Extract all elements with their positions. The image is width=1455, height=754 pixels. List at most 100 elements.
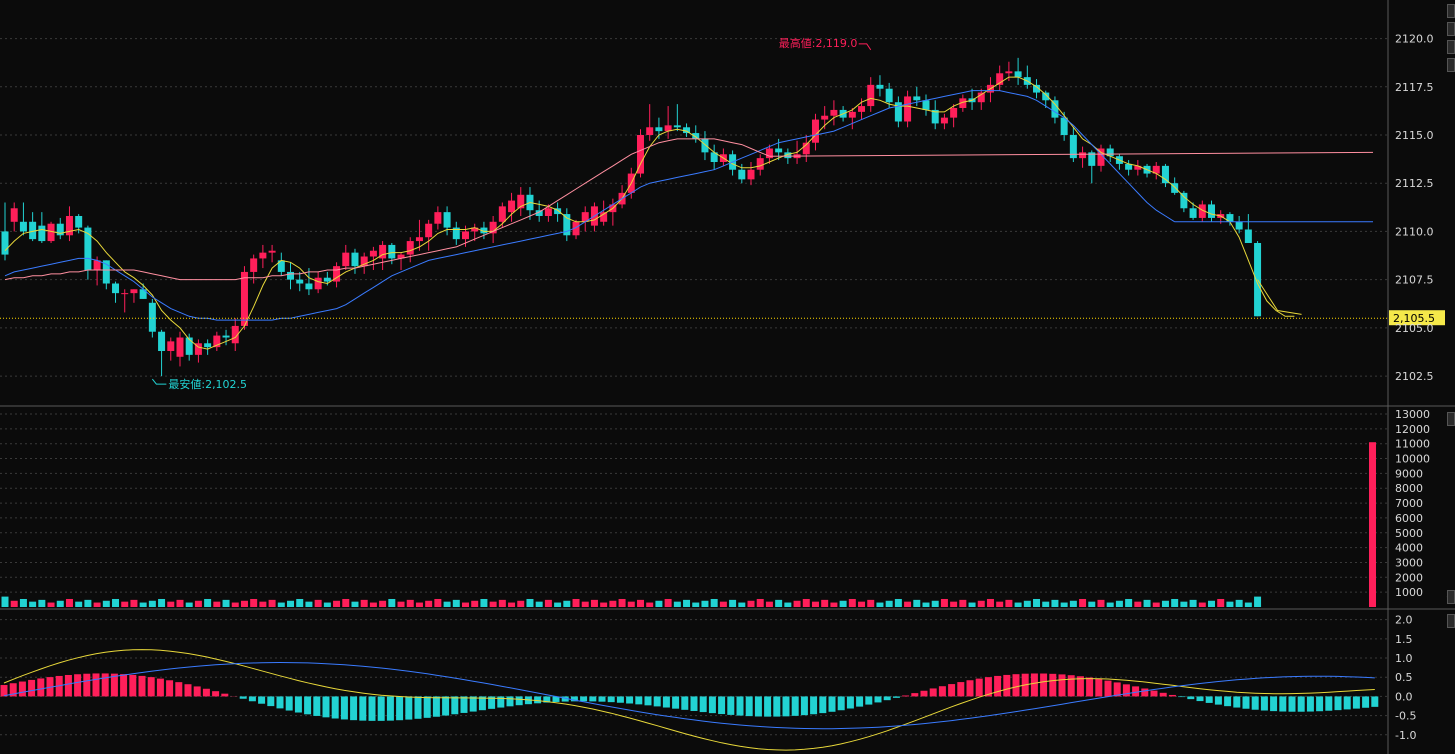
low-annotation-pointer	[151, 378, 167, 385]
volume-tick-label: 8000	[1395, 482, 1423, 495]
macd-histogram-bar	[1279, 696, 1287, 712]
macd-histogram-bar	[405, 696, 413, 720]
macd-panel-close-button[interactable]	[1447, 614, 1455, 628]
volume-bar	[56, 600, 64, 607]
macd-histogram-bar	[708, 696, 716, 714]
volume-bar	[1042, 601, 1050, 607]
macd-histogram-bar	[1334, 696, 1342, 711]
candle-body	[554, 208, 562, 215]
macd-histogram-bar	[359, 696, 367, 721]
volume-bar	[738, 602, 746, 607]
volume-bar	[940, 598, 948, 607]
macd-histogram-bar	[166, 680, 174, 697]
macd-histogram-bar	[120, 674, 128, 697]
candle-body	[323, 277, 331, 282]
volume-panel-close-button[interactable]	[1447, 412, 1455, 426]
macd-histogram-bar	[1205, 696, 1213, 703]
volume-bar	[342, 598, 350, 607]
ma-long-extension	[769, 151, 1374, 157]
macd-histogram-bar	[699, 696, 707, 713]
volume-bar	[130, 599, 138, 607]
panel-expand-button[interactable]	[1447, 40, 1455, 54]
macd-histogram-bar	[828, 696, 836, 712]
volume-bar	[1180, 601, 1188, 607]
candle-body	[231, 325, 239, 344]
price-tick-label: 2107.5	[1395, 274, 1434, 287]
macd-histogram-bar	[764, 696, 772, 717]
candle-body	[747, 169, 755, 180]
candle-body	[471, 227, 479, 232]
candle-body	[443, 212, 451, 228]
volume-tick-label: 3000	[1395, 556, 1423, 569]
candle-body	[581, 212, 589, 222]
macd-histogram-bar	[1012, 674, 1020, 697]
volume-bar	[75, 601, 83, 607]
candle-body	[1005, 71, 1013, 74]
volume-bar	[194, 600, 202, 607]
candle-body	[102, 260, 110, 284]
volume-bar	[1235, 599, 1243, 607]
volume-bar	[821, 599, 829, 607]
volume-bar	[176, 599, 184, 607]
candle-body	[544, 208, 552, 216]
volume-bar	[1244, 602, 1252, 607]
macd-histogram-bar	[1242, 696, 1250, 709]
candle-body	[38, 225, 46, 242]
macd-histogram-bar	[1003, 674, 1011, 697]
axis-layer: 2102.5 2105.0 2107.5 2110.0 2112.5 2115.0 2117…	[1395, 33, 1455, 742]
volume-bar	[839, 600, 847, 607]
macd-histogram-bar	[469, 696, 477, 712]
volume-bar	[894, 598, 902, 607]
volume-bar	[351, 601, 359, 607]
price-tick-label: 2117.5	[1395, 81, 1434, 94]
macd-histogram-bar	[911, 693, 919, 697]
macd-histogram-bar	[994, 675, 1002, 697]
candle-body	[517, 194, 525, 209]
volume-bar	[314, 599, 322, 607]
macd-histogram-bar	[929, 688, 937, 697]
candle-body	[47, 223, 55, 242]
macd-histogram-bar	[1132, 686, 1140, 697]
macd-histogram-bar	[1270, 696, 1278, 712]
candle-body	[858, 106, 866, 112]
panel-settings-button[interactable]	[1447, 58, 1455, 72]
volume-bar	[259, 601, 267, 607]
candle-body	[1, 231, 9, 255]
macd-histogram-bar	[1159, 692, 1167, 697]
candle-body	[333, 266, 341, 282]
panel-close-button[interactable]	[1447, 4, 1455, 18]
candle-body	[167, 341, 175, 351]
volume-bar	[1254, 596, 1262, 607]
macd-histogram-bar	[92, 673, 100, 697]
macd-histogram-bar	[1214, 696, 1222, 705]
macd-histogram-bar	[975, 678, 983, 697]
panel-lock-button[interactable]	[1447, 22, 1455, 36]
macd-histogram-bar	[543, 696, 551, 703]
volume-bar	[1152, 602, 1160, 607]
volume-bar	[1, 596, 9, 607]
volume-bar	[544, 599, 552, 607]
volume-tick-label: 1000	[1395, 586, 1423, 599]
volume-bar	[664, 598, 672, 607]
macd-histogram-bar	[156, 678, 164, 697]
volume-panel-settings-button[interactable]	[1447, 590, 1455, 604]
volume-bar	[554, 602, 562, 607]
candle-body	[692, 133, 700, 139]
macd-histogram-bar	[653, 696, 661, 707]
macd-histogram-bar	[745, 696, 753, 717]
macd-histogram-bar	[1187, 696, 1195, 700]
candle-body	[1226, 214, 1234, 222]
macd-histogram-bar	[37, 678, 45, 697]
volume-bar	[996, 601, 1004, 607]
macd-histogram-bar	[892, 696, 900, 698]
volume-tick-label: 6000	[1395, 512, 1423, 525]
candle-body	[1134, 165, 1142, 170]
volume-bar	[323, 602, 331, 607]
volume-bar	[1161, 600, 1169, 607]
candle-body	[434, 212, 442, 224]
macd-histogram-bar	[1040, 673, 1048, 697]
macd-histogram-bar	[598, 696, 606, 702]
macd-tick-label: -0.5	[1395, 710, 1416, 723]
volume-bar	[471, 600, 479, 607]
